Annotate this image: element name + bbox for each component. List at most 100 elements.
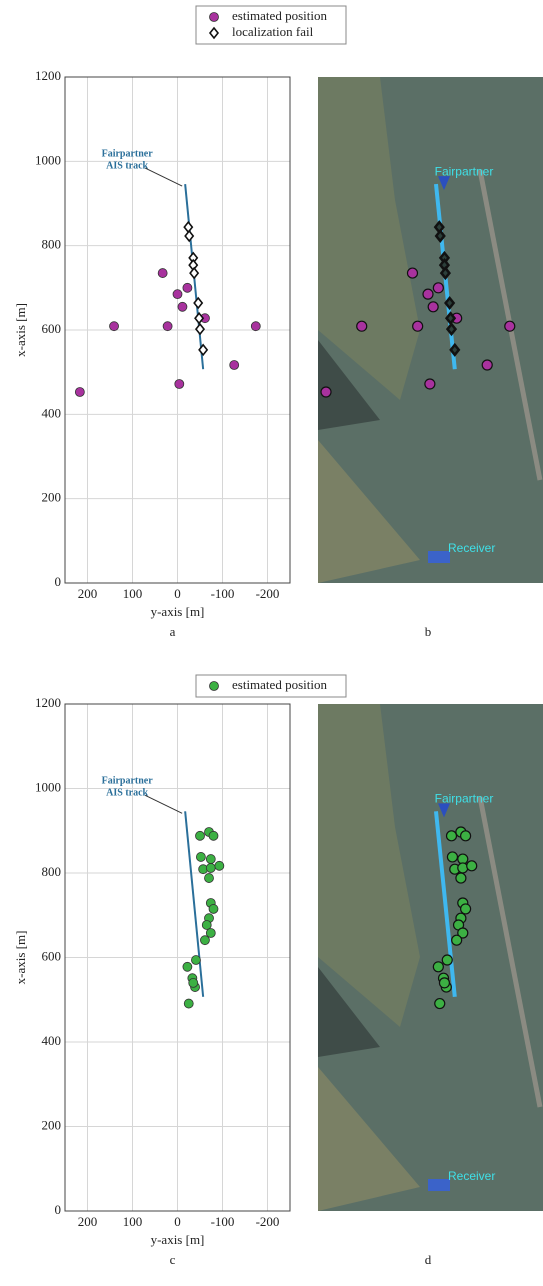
map-d-background [318, 704, 543, 1211]
map-marker [482, 360, 492, 370]
map-marker [456, 873, 466, 883]
map-marker [428, 302, 438, 312]
map-caption: d [425, 1252, 432, 1267]
circle-marker [184, 999, 193, 1008]
ship-label: Fairpartner [435, 164, 494, 178]
y-tick-label: 800 [42, 864, 62, 879]
y-axis-label: x-axis [m] [13, 931, 28, 985]
map-marker [461, 831, 471, 841]
circle-marker [206, 863, 215, 872]
y-tick-label: 1000 [35, 779, 61, 794]
x-tick-label: 100 [123, 1214, 143, 1229]
legend-label: estimated position [232, 677, 327, 692]
annotation: Fairpartner [102, 776, 154, 787]
x-axis-label: y-axis [m] [151, 604, 205, 619]
circle-marker [110, 322, 119, 331]
circle-marker [205, 874, 214, 883]
y-tick-label: 1200 [35, 695, 61, 710]
circle-marker [251, 322, 260, 331]
diamond-marker [441, 268, 449, 278]
map-marker [321, 387, 331, 397]
y-tick-label: 0 [55, 574, 62, 589]
diamond-marker [451, 345, 459, 355]
y-tick-label: 600 [42, 948, 62, 963]
legend-label: estimated position [232, 8, 327, 23]
y-tick-label: 200 [42, 490, 62, 505]
map-marker [458, 863, 468, 873]
annotation: Fairpartner [102, 148, 154, 159]
map-marker [447, 852, 457, 862]
map-marker [433, 283, 443, 293]
map-marker [433, 962, 443, 972]
y-tick-label: 400 [42, 1033, 62, 1048]
panel-caption: c [170, 1252, 176, 1267]
map-marker [505, 321, 515, 331]
diamond-marker [447, 313, 455, 323]
legend-label: localization fail [232, 24, 314, 39]
y-tick-label: 1200 [35, 68, 61, 83]
map-marker [467, 861, 477, 871]
x-tick-label: 0 [174, 586, 181, 601]
circle-marker [209, 831, 218, 840]
x-tick-label: -100 [211, 586, 235, 601]
circle-marker [183, 283, 192, 292]
page: 0200400600800100012002001000-100-200y-ax… [0, 0, 543, 1286]
map-marker [439, 978, 449, 988]
x-tick-label: 200 [78, 1214, 98, 1229]
map-marker [407, 268, 417, 278]
x-tick-label: -200 [256, 1214, 280, 1229]
circle-marker [230, 360, 239, 369]
y-tick-label: 800 [42, 237, 62, 252]
figure: 0200400600800100012002001000-100-200y-ax… [0, 0, 543, 1281]
legend-marker [210, 682, 219, 691]
legend-marker [210, 13, 219, 22]
circle-marker [183, 962, 192, 971]
map-marker [425, 379, 435, 389]
map-marker [423, 289, 433, 299]
map-marker [461, 904, 471, 914]
x-axis-label: y-axis [m] [151, 1232, 205, 1247]
receiver-label: Receiver [448, 1169, 495, 1183]
circle-marker [191, 956, 200, 965]
diamond-marker [448, 324, 456, 334]
y-axis-label: x-axis [m] [13, 303, 28, 357]
circle-marker [158, 269, 167, 278]
circle-marker [209, 904, 218, 913]
y-tick-label: 600 [42, 321, 62, 336]
y-tick-label: 200 [42, 1117, 62, 1132]
receiver-icon [428, 551, 450, 563]
x-tick-label: 0 [174, 1214, 181, 1229]
circle-marker [189, 978, 198, 987]
circle-marker [175, 379, 184, 388]
map-marker [357, 321, 367, 331]
annotation: AIS track [106, 160, 148, 171]
panel-caption: a [170, 624, 176, 639]
x-tick-label: -100 [211, 1214, 235, 1229]
circle-marker [173, 290, 182, 299]
diamond-marker [446, 298, 454, 308]
circle-marker [215, 861, 224, 870]
x-tick-label: 100 [123, 586, 143, 601]
circle-marker [200, 936, 209, 945]
circle-marker [178, 302, 187, 311]
circle-marker [206, 855, 215, 864]
map-marker [413, 321, 423, 331]
receiver-label: Receiver [448, 541, 495, 555]
y-tick-label: 400 [42, 405, 62, 420]
map-marker [442, 955, 452, 965]
map-marker [452, 935, 462, 945]
annotation: AIS track [106, 788, 148, 799]
circle-marker [196, 831, 205, 840]
circle-marker [163, 322, 172, 331]
receiver-icon [428, 1179, 450, 1191]
ship-label: Fairpartner [435, 791, 494, 805]
x-tick-label: -200 [256, 586, 280, 601]
circle-marker [196, 852, 205, 861]
circle-marker [202, 920, 211, 929]
map-caption: b [425, 624, 432, 639]
y-tick-label: 0 [55, 1202, 62, 1217]
x-tick-label: 200 [78, 586, 98, 601]
map-marker [435, 999, 445, 1009]
map-marker [447, 831, 457, 841]
